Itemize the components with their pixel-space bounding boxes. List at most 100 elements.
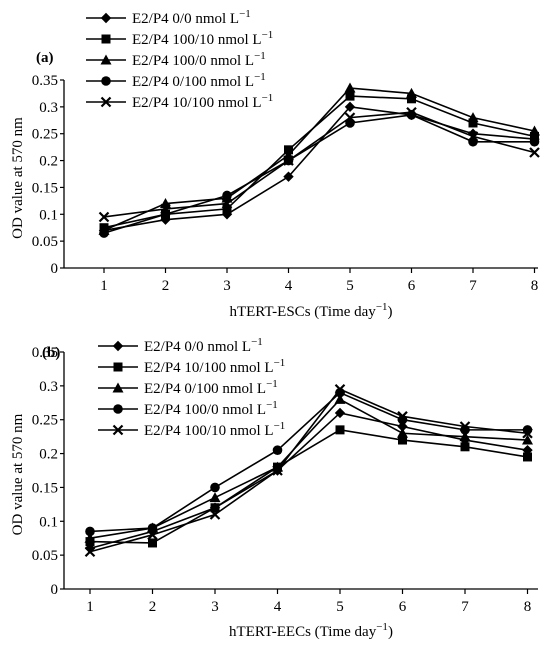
data-point [85, 526, 95, 537]
series-x [98, 106, 540, 223]
data-point [406, 87, 417, 98]
y-tick-label: 0.05 [32, 234, 58, 250]
legend-label: E2/P4 100/0 nmol L−1 [132, 50, 266, 69]
y-tick-label: 0.3 [39, 100, 58, 116]
x-tick-label: 4 [285, 278, 293, 294]
y-tick-label: 0.35 [32, 73, 58, 89]
data-point [406, 106, 417, 118]
x-tick-label: 2 [162, 278, 170, 294]
legend-marker [112, 340, 124, 352]
x-tick-label: 1 [100, 278, 108, 294]
data-point [522, 427, 533, 439]
x-tick-label: 5 [336, 599, 344, 615]
y-tick-label: 0.3 [39, 379, 58, 395]
data-point [344, 82, 356, 93]
y-tick-label: 0.2 [39, 154, 58, 170]
data-point [345, 91, 355, 101]
legend-marker [101, 76, 111, 86]
series-line [89, 388, 528, 553]
x-axis-title: hTERT-ESCs (Time day−1) [229, 301, 392, 320]
y-axis-title: OD value at 570 nm [10, 413, 26, 535]
legend-label: E2/P4 10/100 nmol L−1 [144, 357, 285, 376]
data-point [147, 529, 158, 541]
data-point [222, 190, 232, 201]
x-tick-label: 5 [346, 278, 354, 294]
data-point [283, 155, 294, 166]
x-tick-label: 6 [408, 278, 416, 294]
data-point [221, 209, 233, 220]
x-tick-label: 2 [149, 599, 157, 615]
data-point [530, 131, 539, 141]
x-tick-label: 7 [461, 599, 469, 615]
legend-entry: E2/P4 100/10 nmol L−1 [86, 29, 273, 48]
legend-marker [113, 404, 123, 414]
y-tick-label: 0.35 [32, 345, 58, 361]
data-point [397, 411, 408, 422]
series-line [103, 95, 535, 229]
data-point [272, 445, 283, 455]
data-point [160, 214, 171, 225]
legend-label: E2/P4 0/100 nmol L−1 [132, 71, 266, 90]
data-point [522, 434, 533, 445]
legend-marker [100, 54, 112, 65]
data-point [335, 425, 345, 435]
data-point [523, 452, 532, 462]
data-point [222, 204, 232, 214]
data-point [84, 532, 96, 543]
x-tick-label: 4 [274, 599, 282, 615]
data-point [84, 546, 96, 558]
x-tick-label: 6 [399, 599, 407, 615]
data-point [334, 407, 346, 419]
data-point [99, 228, 109, 238]
x-tick-label: 3 [211, 599, 219, 615]
legend-label: E2/P4 0/0 nmol L−1 [132, 8, 251, 27]
data-point [529, 125, 540, 136]
legend-entry: E2/P4 100/10 nmol L−1 [98, 420, 285, 439]
data-point [467, 131, 479, 142]
x-tick-label: 8 [524, 599, 532, 615]
data-point [209, 492, 221, 503]
data-point [160, 203, 171, 215]
y-tick-label: 0.15 [32, 480, 58, 496]
data-point [344, 112, 356, 123]
data-point [459, 431, 471, 442]
series-line [89, 398, 528, 540]
data-point [467, 112, 479, 123]
legend-label: E2/P4 0/0 nmol L−1 [144, 336, 263, 355]
data-point [397, 421, 408, 432]
data-point [272, 465, 283, 476]
data-point [397, 427, 408, 438]
data-point [334, 383, 346, 395]
data-point [529, 147, 540, 158]
data-point [209, 509, 221, 520]
y-tick-label: 0.1 [39, 207, 58, 223]
data-point [148, 538, 157, 548]
y-tick-label: 0 [51, 582, 59, 598]
legend-marker [100, 12, 112, 24]
panel-label: (a) [36, 50, 54, 66]
chart-panel-a: 0 0.05 0.1 0.15 0.2 0.25 0.3 0.35 1 2 3 4 5 6 7 8 hTERT-… [10, 8, 540, 320]
y-tick-label: 0.1 [39, 514, 58, 530]
y-tick-label: 0.25 [32, 413, 58, 429]
series-line [103, 111, 535, 218]
legend-entry: E2/P4 100/0 nmol L−1 [98, 399, 278, 418]
x-tick-label: 8 [531, 278, 539, 294]
legend-label: E2/P4 0/100 nmol L−1 [144, 378, 278, 397]
data-point [344, 101, 356, 113]
legend-marker [112, 382, 124, 393]
legend-label: E2/P4 100/0 nmol L−1 [144, 399, 278, 418]
series-line [89, 391, 528, 533]
legend-marker [100, 96, 112, 108]
x-tick-label: 3 [223, 278, 231, 294]
legend-marker [112, 424, 124, 436]
legend-entry: E2/P4 0/100 nmol L−1 [86, 71, 266, 90]
y-tick-label: 0.05 [32, 548, 58, 564]
data-point [283, 171, 294, 182]
legend-label: E2/P4 10/100 nmol L−1 [132, 92, 273, 111]
data-point [459, 421, 471, 432]
legend-entry: E2/P4 100/0 nmol L−1 [86, 50, 266, 69]
y-tick-label: 0.2 [39, 447, 58, 463]
series-x [84, 383, 533, 558]
x-axis-title: hTERT-EECs (Time day−1) [229, 621, 393, 640]
